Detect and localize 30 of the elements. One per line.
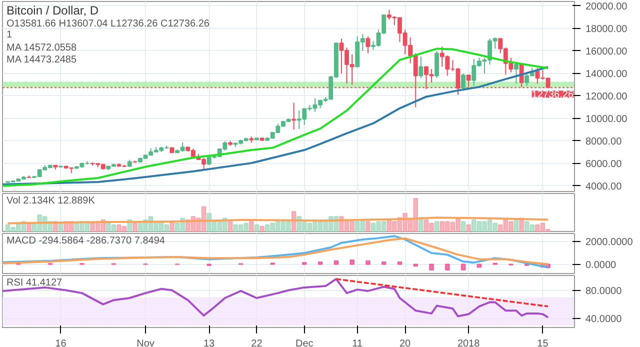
x-tick-label: 13 xyxy=(203,338,216,347)
y-tick-label: 12000.00 xyxy=(586,91,628,102)
y-tick-label: 20000.00 xyxy=(586,1,628,12)
x-tick-label: 2018 xyxy=(457,338,480,347)
y-tick-label: 2000.0000 xyxy=(586,237,634,248)
y-tick-label: 40.0000 xyxy=(586,314,622,325)
x-tick-label: Dec xyxy=(295,338,314,347)
y-tick-label: 14000.00 xyxy=(586,68,628,80)
y-tick-label: 8000.00 xyxy=(586,136,622,148)
annotation: MACD -294.5864 -286.7370 7.8494 xyxy=(6,236,166,246)
annotation: MA 14473.2485 xyxy=(6,54,77,66)
x-tick-label: 20 xyxy=(399,338,412,347)
y-tick-label: 4000.00 xyxy=(586,181,622,192)
x-tick-label: 11 xyxy=(352,338,363,347)
y-tick-label: 6000.00 xyxy=(586,158,622,170)
annotation: MA 14572.0558 xyxy=(6,42,77,54)
annotation: Vol 2.134K 12.889K xyxy=(6,196,96,206)
y-tick-label: 0.0000 xyxy=(586,260,617,271)
x-tick-label: 22 xyxy=(251,338,263,347)
chart-title: Bitcoin / Dollar, D xyxy=(6,4,99,18)
x-tick-label: Nov xyxy=(136,338,154,347)
y-tick-label: 10000.00 xyxy=(586,114,628,125)
x-tick-label: 15 xyxy=(537,338,549,347)
y-tick-label: 16000.00 xyxy=(586,46,628,58)
x-tick-label: 16 xyxy=(55,338,67,347)
y-tick-label: 80.0000 xyxy=(586,286,622,297)
annotation: 1 xyxy=(6,30,12,40)
annotation: O13581.66 H13607.04 L12736.26 C12736.26 xyxy=(6,18,210,30)
y-tick-label: 18000.00 xyxy=(586,24,628,35)
annotation: RSI 41.4127 xyxy=(6,278,63,288)
